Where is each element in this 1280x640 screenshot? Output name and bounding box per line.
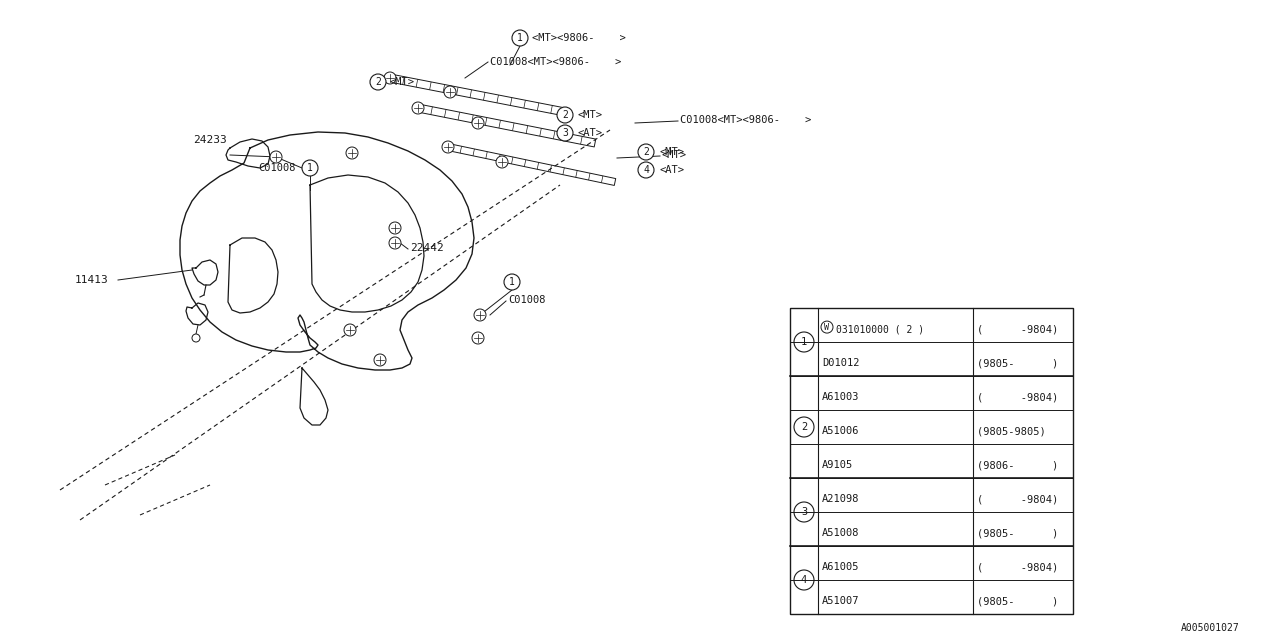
Text: 2: 2 [643, 147, 649, 157]
Circle shape [637, 144, 654, 160]
Circle shape [389, 237, 401, 249]
Text: D01012: D01012 [822, 358, 859, 368]
Text: C01008<MT><9806-    >: C01008<MT><9806- > [680, 115, 812, 125]
Text: 4: 4 [801, 575, 808, 585]
Circle shape [794, 332, 814, 352]
Circle shape [472, 332, 484, 344]
Text: 4: 4 [643, 165, 649, 175]
Text: C01008: C01008 [508, 295, 545, 305]
Circle shape [557, 125, 573, 141]
Circle shape [512, 30, 529, 46]
Text: 1: 1 [517, 33, 524, 43]
Text: 3: 3 [562, 128, 568, 138]
Text: 1: 1 [509, 277, 515, 287]
Text: (9805-      ): (9805- ) [977, 528, 1059, 538]
Circle shape [412, 102, 424, 114]
Circle shape [472, 117, 484, 129]
Text: W: W [824, 323, 829, 332]
Circle shape [192, 334, 200, 342]
Text: A005001027: A005001027 [1181, 623, 1240, 633]
Text: <MT>: <MT> [660, 147, 685, 157]
Circle shape [442, 141, 454, 153]
Text: 1: 1 [307, 163, 312, 173]
Circle shape [270, 151, 282, 163]
Circle shape [374, 354, 387, 366]
Text: A9105: A9105 [822, 460, 854, 470]
Circle shape [794, 570, 814, 590]
Text: (      -9804): ( -9804) [977, 392, 1059, 402]
Text: 2: 2 [562, 110, 568, 120]
Text: <AT>: <AT> [660, 165, 685, 175]
Text: <MT><9806-    >: <MT><9806- > [532, 33, 626, 43]
Text: 2: 2 [801, 422, 808, 432]
Circle shape [474, 309, 486, 321]
Text: <MT>: <MT> [662, 150, 687, 160]
Text: 031010000 ( 2 ): 031010000 ( 2 ) [836, 324, 924, 334]
Text: (      -9804): ( -9804) [977, 494, 1059, 504]
Text: <AT>: <AT> [579, 128, 603, 138]
Text: A51007: A51007 [822, 596, 859, 606]
Circle shape [637, 162, 654, 178]
Text: 3: 3 [801, 507, 808, 517]
Circle shape [557, 107, 573, 123]
Text: (9806-      ): (9806- ) [977, 460, 1059, 470]
Text: <MT>: <MT> [579, 110, 603, 120]
Text: <MT>: <MT> [390, 77, 415, 87]
Text: (9805-      ): (9805- ) [977, 358, 1059, 368]
Text: C01008<MT><9806-    >: C01008<MT><9806- > [490, 57, 621, 67]
Text: C01008: C01008 [259, 163, 296, 173]
Text: (9805-      ): (9805- ) [977, 596, 1059, 606]
Circle shape [384, 72, 396, 84]
Text: 1: 1 [801, 337, 808, 347]
Circle shape [497, 156, 508, 168]
Circle shape [504, 274, 520, 290]
Circle shape [444, 86, 456, 98]
Text: (      -9804): ( -9804) [977, 562, 1059, 572]
Text: A61003: A61003 [822, 392, 859, 402]
Text: 11413: 11413 [76, 275, 109, 285]
Text: 22442: 22442 [410, 243, 444, 253]
Circle shape [344, 324, 356, 336]
Circle shape [794, 417, 814, 437]
Circle shape [302, 160, 317, 176]
Text: (9805-9805): (9805-9805) [977, 426, 1052, 436]
Bar [790, 308, 1073, 614]
Text: A51008: A51008 [822, 528, 859, 538]
Circle shape [346, 147, 358, 159]
Text: A51006: A51006 [822, 426, 859, 436]
Circle shape [370, 74, 387, 90]
Text: (      -9804): ( -9804) [977, 324, 1059, 334]
Text: A61005: A61005 [822, 562, 859, 572]
Text: 24233: 24233 [193, 135, 227, 145]
Circle shape [389, 222, 401, 234]
Circle shape [794, 502, 814, 522]
Text: A21098: A21098 [822, 494, 859, 504]
Circle shape [820, 321, 833, 333]
Text: 2: 2 [375, 77, 381, 87]
